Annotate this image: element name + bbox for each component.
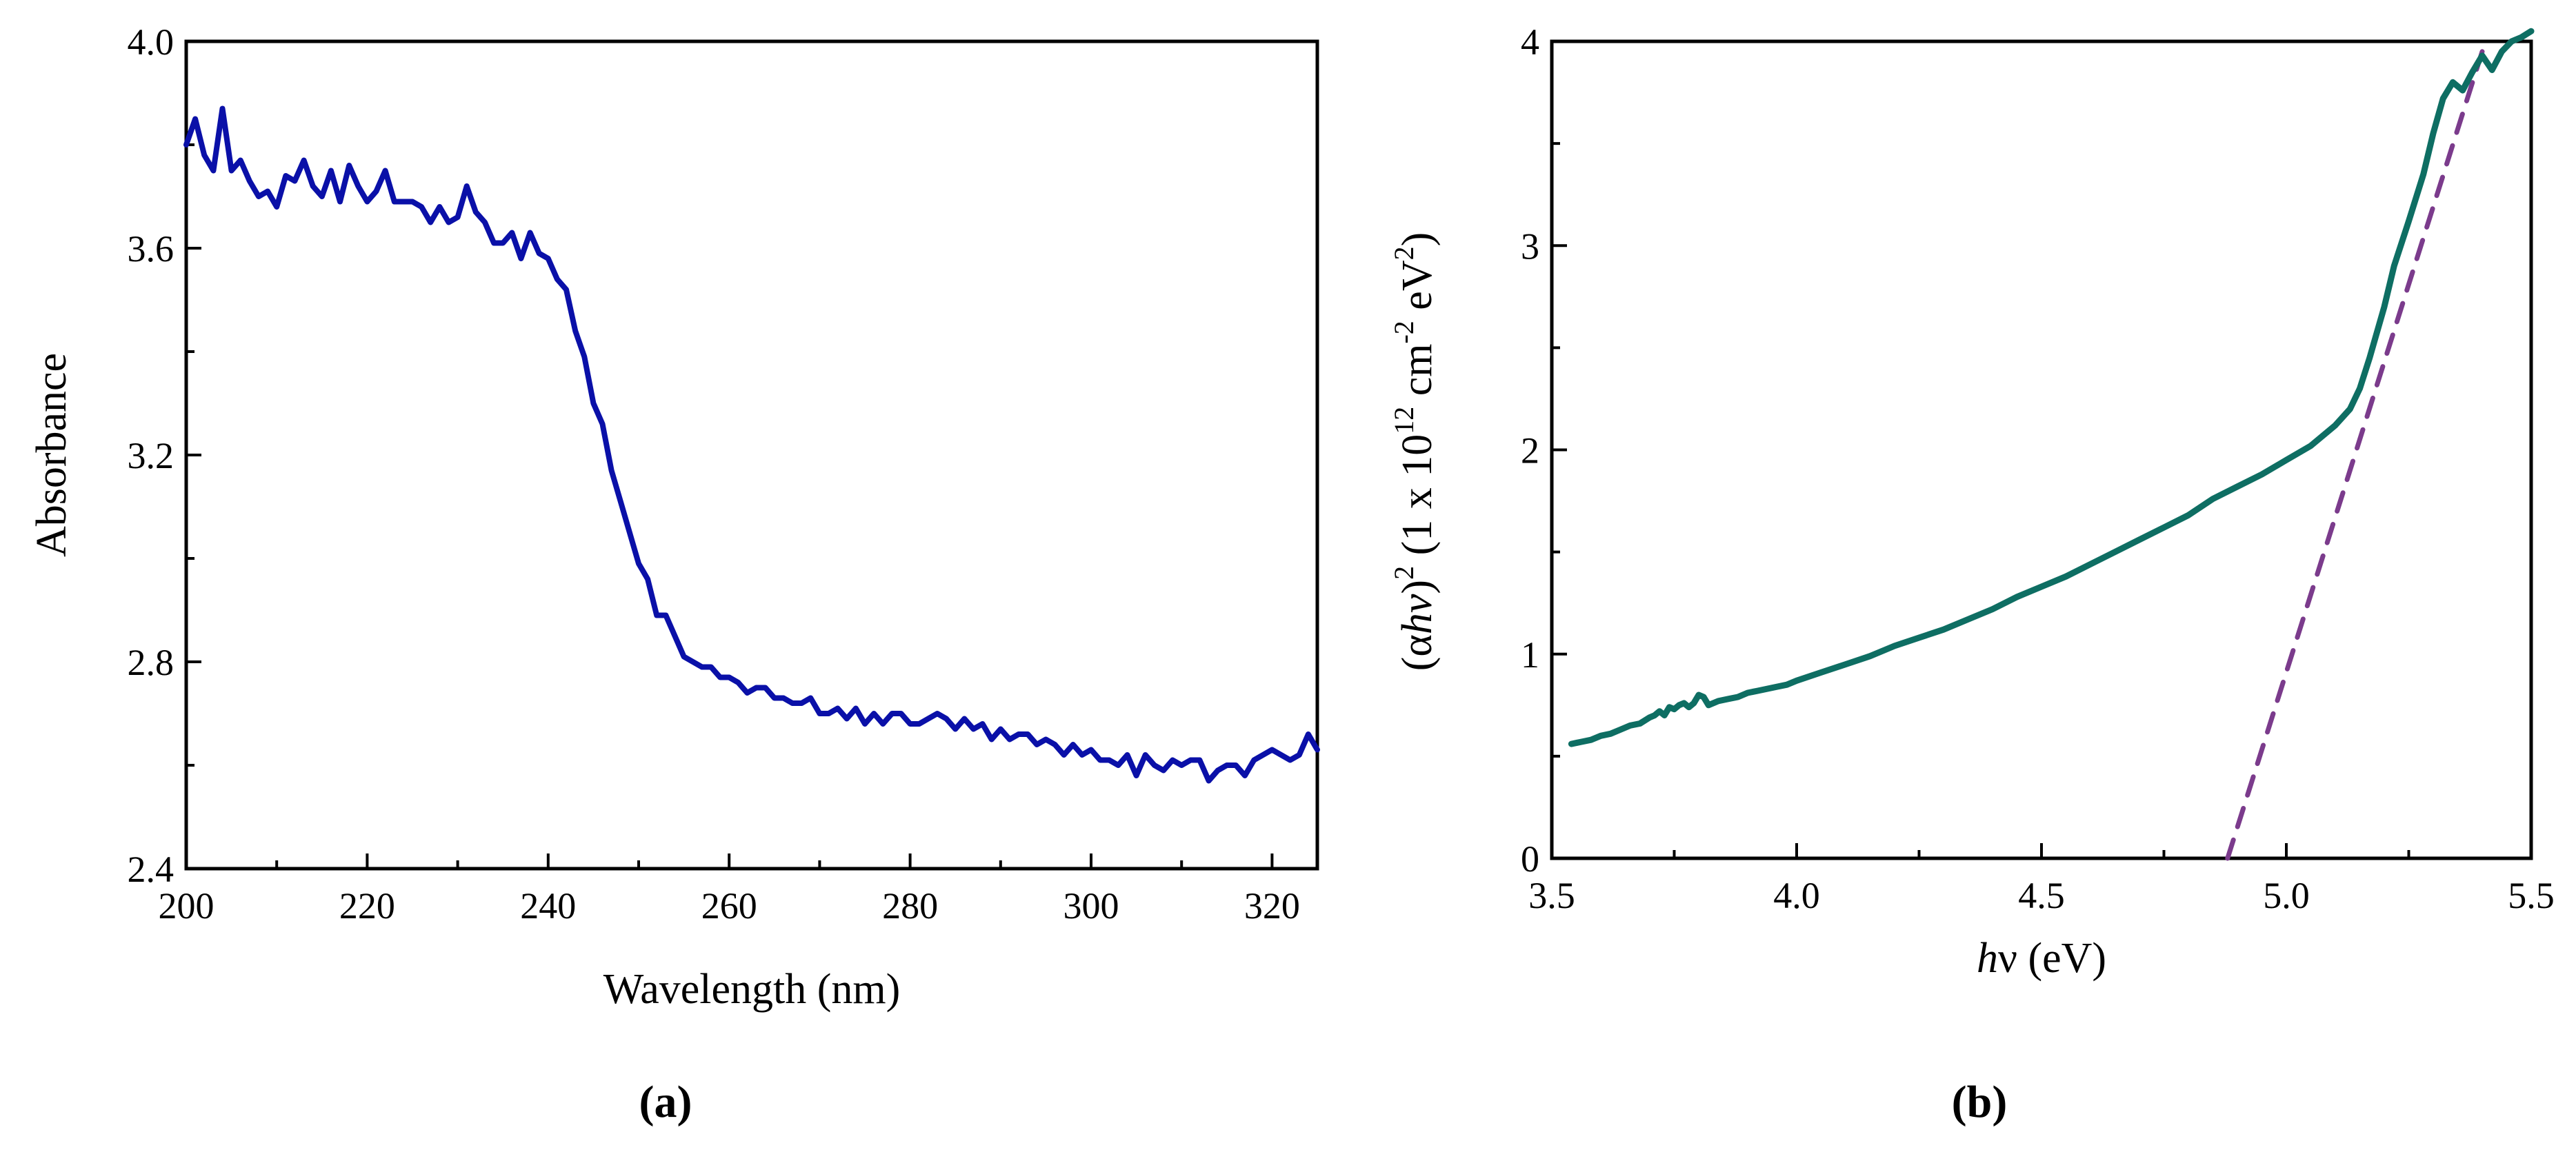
x-tick-label: 4.0 <box>1773 875 1820 916</box>
panel-b-x-axis-rest: ν (eV) <box>1998 935 2106 982</box>
x-tick-label: 320 <box>1244 885 1300 927</box>
panel-a-plot-frame <box>184 39 1319 871</box>
x-tick-label: 240 <box>520 885 576 927</box>
yb-mid: (1 x 10 <box>1394 434 1441 566</box>
y-tick-label: 4.0 <box>128 21 174 63</box>
panel-a-absorbance-line <box>183 105 1320 784</box>
yb-hv: hν <box>1394 594 1441 634</box>
panel-a-y-ticks: 2.4 2.8 3.2 3.6 4.0 <box>128 21 201 890</box>
panel-b-label: (b) <box>1952 1077 2008 1127</box>
panel-a-label-text: (a) <box>639 1077 692 1127</box>
yb-cm: cm <box>1394 344 1441 407</box>
y-tick-label: 0 <box>1521 838 1539 880</box>
y-tick-label: 3.6 <box>128 228 174 270</box>
panel-b-y-ticks: 0 1 2 3 4 <box>1521 21 1567 880</box>
y-tick-label: 3.2 <box>128 435 174 476</box>
yb-sup-12: 12 <box>1388 407 1419 434</box>
panel-b-plot-frame <box>1550 39 2533 860</box>
panel-a-label: (a) <box>639 1077 692 1127</box>
x-tick-label: 200 <box>159 885 214 927</box>
panel-a-y-axis-title: Absorbance <box>28 353 75 557</box>
y-tick-label: 4 <box>1521 21 1539 63</box>
y-tick-label: 1 <box>1521 634 1539 676</box>
x-tick-label: 220 <box>339 885 395 927</box>
yb-end: ) <box>1394 232 1441 247</box>
y-tick-label: 2.8 <box>128 642 174 683</box>
x-tick-label: 5.0 <box>2263 875 2310 916</box>
panel-b-tauc-line <box>1568 28 2535 747</box>
y-tick-label: 3 <box>1521 225 1539 267</box>
y-tick-label: 2.4 <box>128 849 174 890</box>
panel-b-x-axis-title: hν (eV) <box>1977 935 2106 982</box>
panel-a-x-ticks: 200 220 240 260 280 300 320 <box>159 853 1300 927</box>
yb-sup-ev2: 2 <box>1388 246 1419 260</box>
panel-b-linear-fit-line <box>2225 49 2485 861</box>
x-tick-label: 5.5 <box>2508 875 2555 916</box>
panel-b-x-axis-h: h <box>1977 935 1998 982</box>
yb-ev: eV <box>1394 260 1441 321</box>
x-tick-label: 260 <box>701 885 757 927</box>
x-tick-label: 4.5 <box>2018 875 2065 916</box>
x-tick-label: 300 <box>1064 885 1119 927</box>
panel-b-label-text: (b) <box>1952 1077 2008 1127</box>
panel-a-chart: 200 220 240 260 280 300 320 2.4 2.8 3.2 3.6 4.0 Wa… <box>28 21 1320 1127</box>
yb-open: (α <box>1394 634 1441 671</box>
yb-close: ) <box>1394 580 1441 594</box>
panel-b-y-axis-title: (αhν)2 (1 x 1012 cm-2 eV2) <box>1388 232 1441 671</box>
x-tick-label: 280 <box>882 885 938 927</box>
x-tick-label: 3.5 <box>1528 875 1575 916</box>
yb-sup-m2: -2 <box>1388 321 1419 343</box>
panel-b-x-ticks: 3.5 4.0 4.5 5.0 5.5 <box>1528 843 2555 916</box>
yb-sup-2: 2 <box>1388 566 1419 580</box>
panel-a-x-axis-title: Wavelength (nm) <box>603 966 901 1013</box>
y-tick-label: 2 <box>1521 430 1539 472</box>
